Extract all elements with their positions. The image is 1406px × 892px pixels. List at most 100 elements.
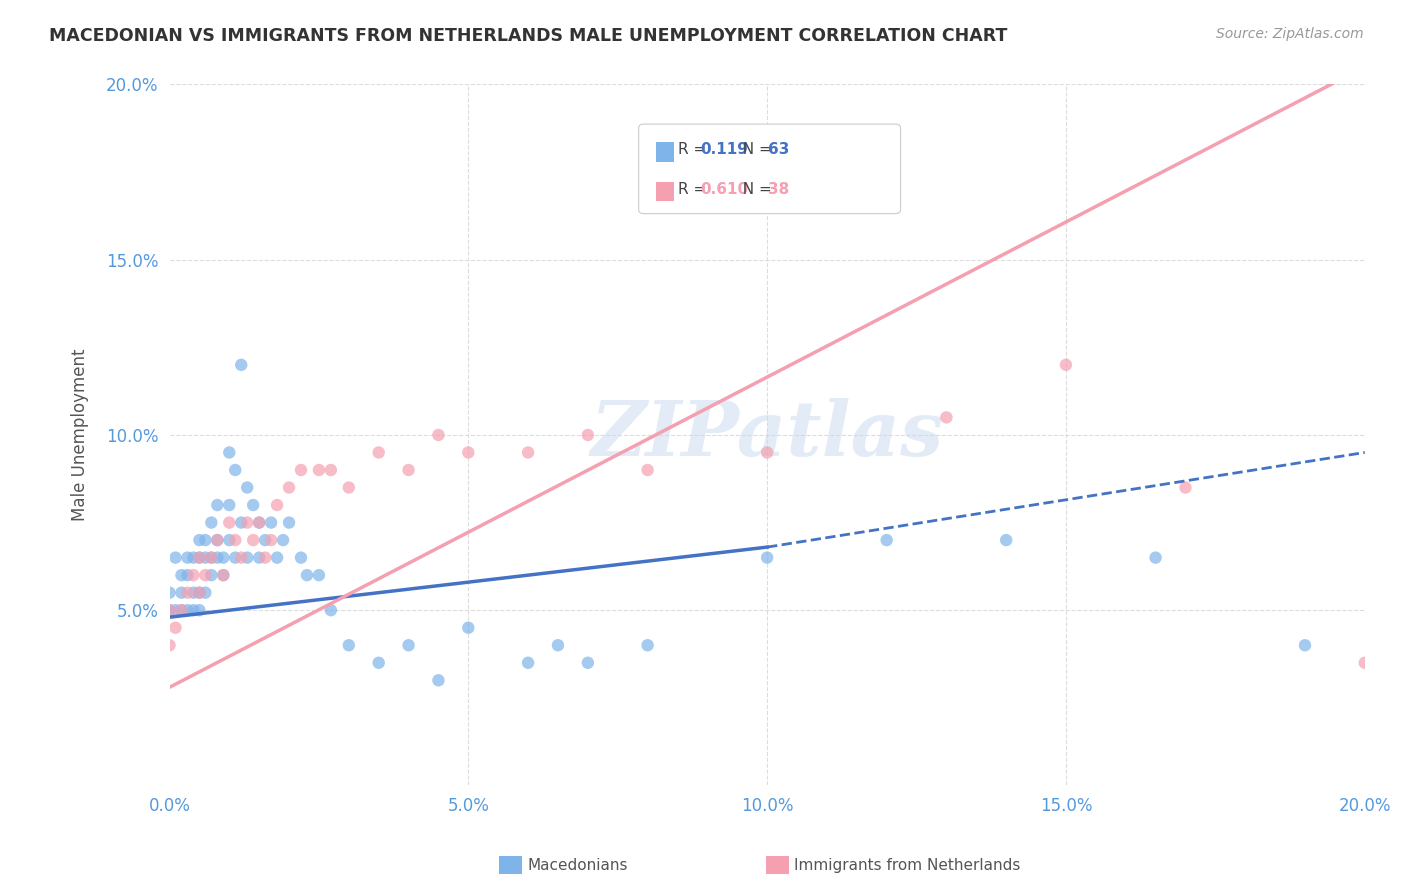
Point bbox=[1294, 638, 1316, 652]
Point bbox=[176, 585, 198, 599]
Y-axis label: Male Unemployment: Male Unemployment bbox=[72, 349, 89, 521]
Text: R =: R = bbox=[678, 182, 711, 196]
Point bbox=[457, 445, 479, 459]
Text: Source: ZipAtlas.com: Source: ZipAtlas.com bbox=[1216, 27, 1364, 41]
Point bbox=[170, 585, 193, 599]
Point bbox=[170, 603, 193, 617]
Point bbox=[278, 481, 301, 495]
Point bbox=[194, 585, 217, 599]
Point bbox=[183, 603, 205, 617]
Point bbox=[1144, 550, 1167, 565]
Point bbox=[194, 568, 217, 582]
Point bbox=[756, 445, 779, 459]
Point bbox=[1174, 481, 1197, 495]
Point bbox=[183, 585, 205, 599]
Point bbox=[212, 568, 235, 582]
Point bbox=[247, 516, 270, 530]
Point bbox=[224, 463, 246, 477]
Point bbox=[266, 550, 288, 565]
Point bbox=[207, 533, 229, 547]
Point bbox=[207, 533, 229, 547]
Point bbox=[260, 533, 283, 547]
Point bbox=[427, 428, 450, 442]
Point bbox=[236, 550, 259, 565]
Point bbox=[218, 533, 240, 547]
Point bbox=[278, 516, 301, 530]
Point bbox=[242, 498, 264, 512]
Text: ZIPatlas: ZIPatlas bbox=[591, 398, 943, 472]
Point bbox=[159, 603, 181, 617]
Point bbox=[165, 621, 187, 635]
Point bbox=[398, 638, 420, 652]
Point bbox=[170, 568, 193, 582]
Point bbox=[290, 550, 312, 565]
Point bbox=[367, 656, 389, 670]
Point bbox=[159, 585, 181, 599]
Text: 63: 63 bbox=[768, 142, 789, 157]
Point bbox=[200, 550, 222, 565]
Point bbox=[207, 550, 229, 565]
Point bbox=[176, 550, 198, 565]
Point bbox=[319, 603, 342, 617]
Point bbox=[398, 463, 420, 477]
Point bbox=[194, 533, 217, 547]
Point bbox=[457, 621, 479, 635]
Point bbox=[1054, 358, 1077, 372]
Point bbox=[236, 516, 259, 530]
Text: Macedonians: Macedonians bbox=[527, 858, 627, 872]
Point bbox=[165, 603, 187, 617]
Point bbox=[876, 533, 898, 547]
Point bbox=[319, 463, 342, 477]
Point bbox=[188, 550, 211, 565]
Point bbox=[547, 638, 569, 652]
Point bbox=[367, 445, 389, 459]
Text: N =: N = bbox=[733, 182, 776, 196]
Point bbox=[254, 550, 277, 565]
Point bbox=[218, 445, 240, 459]
Point bbox=[183, 568, 205, 582]
Point bbox=[517, 656, 540, 670]
Text: 0.119: 0.119 bbox=[700, 142, 748, 157]
Point bbox=[308, 463, 330, 477]
Text: MACEDONIAN VS IMMIGRANTS FROM NETHERLANDS MALE UNEMPLOYMENT CORRELATION CHART: MACEDONIAN VS IMMIGRANTS FROM NETHERLAND… bbox=[49, 27, 1008, 45]
Point bbox=[260, 516, 283, 530]
Point bbox=[188, 603, 211, 617]
Point bbox=[247, 550, 270, 565]
Text: Immigrants from Netherlands: Immigrants from Netherlands bbox=[794, 858, 1021, 872]
Point bbox=[935, 410, 957, 425]
Point bbox=[266, 498, 288, 512]
Point bbox=[159, 603, 181, 617]
Point bbox=[576, 428, 599, 442]
Point bbox=[337, 481, 360, 495]
Point bbox=[224, 533, 246, 547]
Point bbox=[159, 638, 181, 652]
Point bbox=[637, 638, 659, 652]
Point bbox=[236, 481, 259, 495]
Point bbox=[194, 550, 217, 565]
Point bbox=[231, 550, 253, 565]
Point bbox=[254, 533, 277, 547]
Text: 38: 38 bbox=[768, 182, 789, 196]
Point bbox=[188, 533, 211, 547]
Point bbox=[637, 463, 659, 477]
Point bbox=[295, 568, 318, 582]
Point bbox=[231, 516, 253, 530]
Point bbox=[188, 585, 211, 599]
Point bbox=[170, 603, 193, 617]
Point bbox=[756, 550, 779, 565]
Point bbox=[290, 463, 312, 477]
Point bbox=[247, 516, 270, 530]
Point bbox=[271, 533, 294, 547]
Point bbox=[176, 568, 198, 582]
Point bbox=[242, 533, 264, 547]
Text: N =: N = bbox=[733, 142, 776, 157]
Point bbox=[308, 568, 330, 582]
Point bbox=[517, 445, 540, 459]
Point bbox=[212, 568, 235, 582]
Point bbox=[1354, 656, 1376, 670]
Point bbox=[207, 498, 229, 512]
Point bbox=[176, 603, 198, 617]
Point bbox=[576, 656, 599, 670]
Point bbox=[188, 550, 211, 565]
Point bbox=[218, 498, 240, 512]
